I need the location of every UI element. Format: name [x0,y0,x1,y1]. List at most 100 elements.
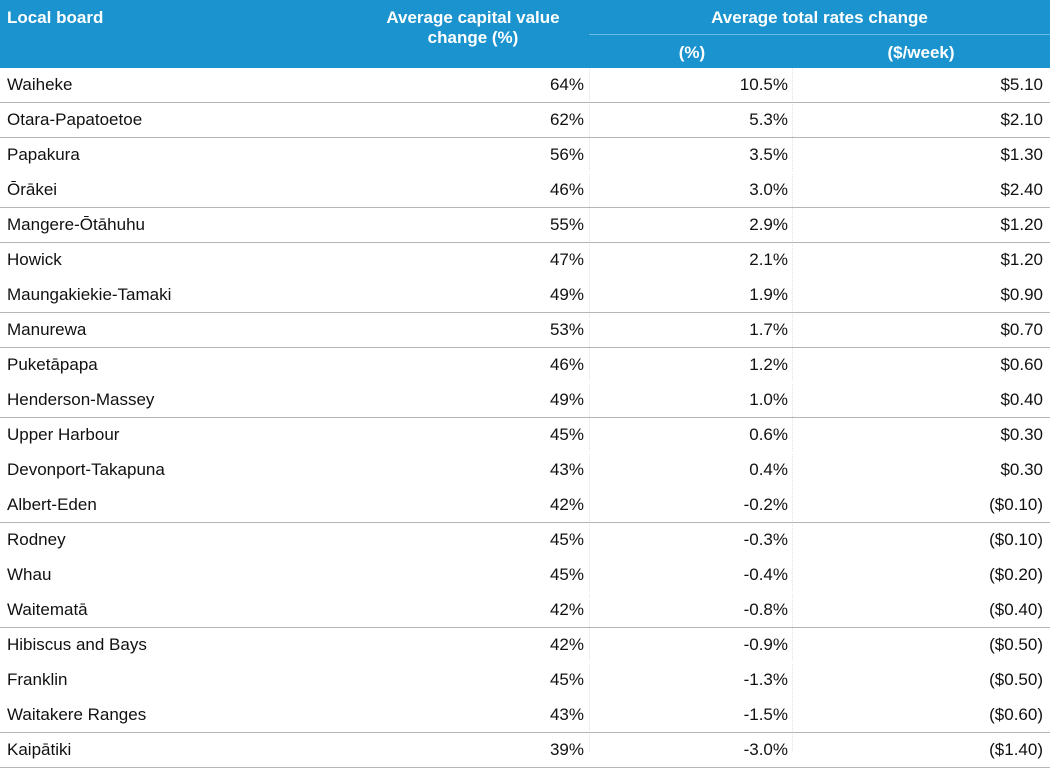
capital-value-change-cell: 45% [549,670,584,689]
rates-change-percent-cell: -3.0% [743,740,788,759]
table-header: Local board Average capital value change… [0,0,1050,68]
table-row: Waiheke 64% 10.5% $5.10 [0,68,1050,103]
capital-value-change-cell: 39% [549,740,584,759]
rates-change-percent-cell: -1.5% [743,705,788,724]
table-row: Howick 47% 2.1% $1.20 [0,243,1050,278]
rates-change-week-cell: ($0.50) [989,670,1043,689]
table-row: Rodney 45% -0.3% ($0.10) [0,523,1050,558]
rates-change-percent-cell: 1.7% [749,320,788,339]
local-board-cell: Waitematā [7,600,88,619]
local-board-cell: Maungakiekie-Tamaki [7,285,172,304]
table-row: Waitematā 42% -0.8% ($0.40) [0,593,1050,628]
local-board-cell: Whau [7,565,52,584]
rates-change-week-cell: $0.40 [1000,390,1043,409]
rates-change-percent-cell: 0.6% [749,425,788,444]
column-divider [792,68,793,751]
rates-change-week-cell: ($0.10) [989,495,1043,514]
rates-change-week-cell: $2.10 [1000,110,1043,129]
capital-value-change-cell: 46% [549,355,584,374]
header-rates-per-week: ($/week) [887,43,955,62]
table-row: Upper Harbour 45% 0.6% $0.30 [0,418,1050,453]
rates-change-week-cell: ($0.40) [989,600,1043,619]
rates-change-percent-cell: 3.5% [749,145,788,164]
rates-change-percent-cell: 1.9% [749,285,788,304]
local-board-cell: Mangere-Ōtāhuhu [7,215,145,234]
rates-change-percent-cell: 0.4% [749,460,788,479]
header-rates-percent: (%) [678,43,706,62]
table-row: Papakura 56% 3.5% $1.30 [0,138,1050,173]
rates-change-week-cell: $1.20 [1000,215,1043,234]
table-row: Whau 45% -0.4% ($0.20) [0,558,1050,593]
capital-value-change-cell: 62% [549,110,584,129]
capital-value-change-cell: 46% [549,180,584,199]
local-board-cell: Franklin [7,670,68,689]
capital-value-change-cell: 47% [549,250,584,269]
rates-change-week-cell: $0.30 [1000,460,1043,479]
capital-value-change-cell: 42% [549,635,584,654]
rates-change-percent-cell: -0.4% [743,565,788,584]
local-board-cell: Waiheke [7,75,73,94]
table-row: Mangere-Ōtāhuhu 55% 2.9% $1.20 [0,208,1050,243]
capital-value-change-cell: 55% [549,215,584,234]
table-row: Henderson-Massey 49% 1.0% $0.40 [0,383,1050,418]
rates-change-percent-cell: 5.3% [749,110,788,129]
capital-value-change-cell: 49% [549,285,584,304]
rates-change-percent-cell: 2.9% [749,215,788,234]
rates-change-week-cell: $1.20 [1000,250,1043,269]
table-body: Waiheke 64% 10.5% $5.10 Otara-Papatoetoe… [0,68,1050,768]
table-row: Albert-Eden 42% -0.2% ($0.10) [0,488,1050,523]
capital-value-change-cell: 56% [549,145,584,164]
local-board-cell: Kaipātiki [7,740,72,759]
local-board-cell: Hibiscus and Bays [7,635,147,654]
local-board-cell: Papakura [7,145,80,164]
rates-change-percent-cell: -0.3% [743,530,788,549]
local-board-cell: Howick [7,250,62,269]
local-board-cell: Devonport-Takapuna [7,460,165,479]
capital-value-change-cell: 64% [549,75,584,94]
rates-change-percent-cell: 10.5% [739,75,788,94]
local-board-cell: Puketāpapa [7,355,98,374]
table-row: Maungakiekie-Tamaki 49% 1.9% $0.90 [0,278,1050,313]
rates-change-percent-cell: 2.1% [749,250,788,269]
table-row: Puketāpapa 46% 1.2% $0.60 [0,348,1050,383]
local-board-cell: Rodney [7,530,66,549]
rates-change-week-cell: ($0.10) [989,530,1043,549]
table-row: Hibiscus and Bays 42% -0.9% ($0.50) [0,628,1050,663]
capital-value-change-cell: 43% [549,460,584,479]
local-board-cell: Upper Harbour [7,425,120,444]
rates-change-percent-cell: -0.2% [743,495,788,514]
capital-value-change-cell: 43% [549,705,584,724]
table-row: Otara-Papatoetoe 62% 5.3% $2.10 [0,103,1050,138]
header-total-rates-change: Average total rates change [711,8,928,27]
local-board-cell: Henderson-Massey [7,390,155,409]
table-row: Ōrākei 46% 3.0% $2.40 [0,173,1050,208]
rates-change-week-cell: $0.30 [1000,425,1043,444]
local-board-cell: Manurewa [7,320,87,339]
header-capital-value-change: Average capital value change (%) [386,8,560,47]
rates-change-percent-cell: -0.8% [743,600,788,619]
table-row: Waitakere Ranges 43% -1.5% ($0.60) [0,698,1050,733]
rates-change-percent-cell: 1.0% [749,390,788,409]
local-board-cell: Albert-Eden [7,495,97,514]
local-board-cell: Waitakere Ranges [7,705,147,724]
rates-change-week-cell: $2.40 [1000,180,1043,199]
table-row: Franklin 45% -1.3% ($0.50) [0,663,1050,698]
rates-change-week-cell: ($0.20) [989,565,1043,584]
rates-change-week-cell: $5.10 [1000,75,1043,94]
capital-value-change-cell: 45% [549,425,584,444]
rates-change-week-cell: $0.60 [1000,355,1043,374]
rates-change-week-cell: $0.90 [1000,285,1043,304]
capital-value-change-cell: 42% [549,495,584,514]
rates-change-week-cell: ($0.60) [989,705,1043,724]
capital-value-change-cell: 49% [549,390,584,409]
rates-change-percent-cell: -1.3% [743,670,788,689]
local-board-cell: Otara-Papatoetoe [7,110,143,129]
rates-change-week-cell: $1.30 [1000,145,1043,164]
column-divider [589,68,590,751]
rates-change-percent-cell: 1.2% [749,355,788,374]
local-board-cell: Ōrākei [7,180,58,199]
rates-change-week-cell: $0.70 [1000,320,1043,339]
rates-change-percent-cell: 3.0% [749,180,788,199]
capital-value-change-cell: 45% [549,530,584,549]
